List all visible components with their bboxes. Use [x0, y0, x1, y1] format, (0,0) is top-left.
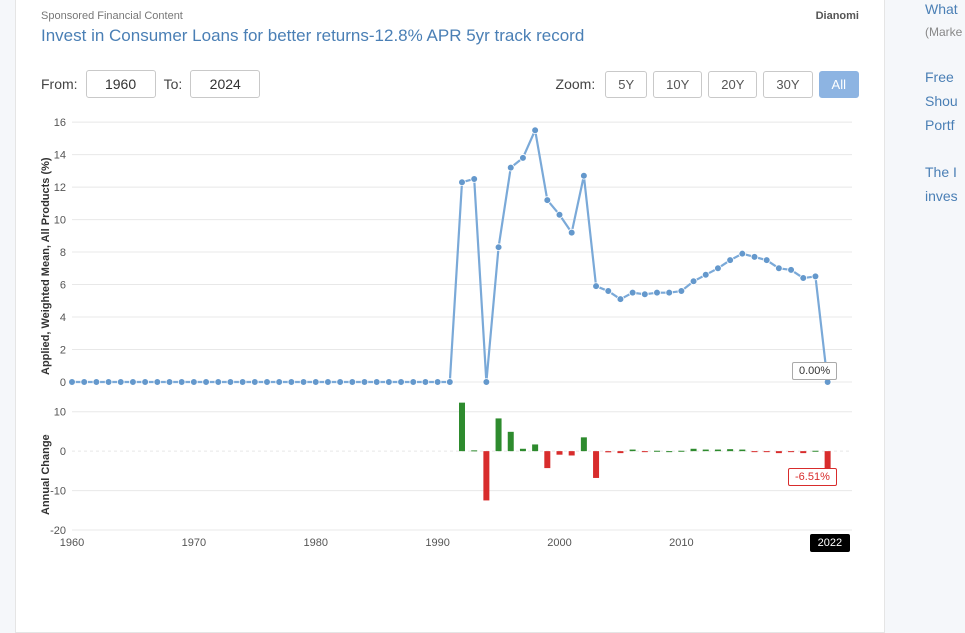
svg-text:2010: 2010	[669, 537, 693, 549]
sidebar-links: What (Marke Free Shou Portf The I inves	[925, 0, 965, 210]
line-chart-svg[interactable]: 0 2 4 6 8 10 12 14 16	[34, 110, 854, 386]
to-label: To:	[164, 76, 183, 92]
bar-chart-area: Annual Change -20 -10 0 10 1960 1970 1980 1990 2…	[34, 390, 866, 560]
to-input[interactable]	[190, 70, 260, 98]
zoom-group: Zoom: 5Y 10Y 20Y 30Y All	[556, 71, 859, 98]
svg-text:0: 0	[60, 377, 66, 386]
svg-text:2: 2	[60, 345, 66, 357]
line-chart-y-label: Applied, Weighted Mean, All Products (%)	[40, 157, 52, 375]
zoom-20y-button[interactable]: 20Y	[708, 71, 757, 98]
line-chart-area: Applied, Weighted Mean, All Products (%)…	[34, 110, 866, 386]
sidebar-link-3b[interactable]: inves	[925, 187, 965, 207]
svg-text:1970: 1970	[182, 537, 206, 549]
svg-text:1980: 1980	[304, 537, 328, 549]
svg-text:10: 10	[54, 215, 66, 227]
svg-text:10: 10	[54, 407, 66, 419]
sponsored-label: Sponsored Financial Content	[41, 10, 183, 22]
svg-text:1990: 1990	[425, 537, 449, 549]
svg-text:0: 0	[60, 446, 66, 458]
sponsored-row: Sponsored Financial Content Dianomi	[16, 0, 884, 22]
zoom-10y-button[interactable]: 10Y	[653, 71, 702, 98]
svg-text:-10: -10	[50, 486, 66, 498]
zoom-30y-button[interactable]: 30Y	[763, 71, 812, 98]
bar-chart-value-tag: -6.51%	[788, 468, 837, 486]
line-chart-value-tag: 0.00%	[792, 362, 837, 380]
bar-chart-y-label: Annual Change	[40, 434, 52, 515]
date-range-group: From: To:	[41, 70, 260, 98]
svg-text:1960: 1960	[60, 537, 84, 549]
svg-text:4: 4	[60, 312, 66, 324]
ad-headline[interactable]: Invest in Consumer Loans for better retu…	[16, 22, 884, 62]
sponsored-brand: Dianomi	[816, 10, 859, 22]
svg-text:14: 14	[54, 150, 66, 162]
bar-chart-x-current-tag: 2022	[810, 534, 850, 552]
zoom-all-button[interactable]: All	[819, 71, 859, 98]
from-label: From:	[41, 76, 78, 92]
zoom-5y-button[interactable]: 5Y	[605, 71, 647, 98]
svg-text:-20: -20	[50, 525, 66, 537]
sidebar-link-3a[interactable]: The I	[925, 163, 965, 183]
controls-row: From: To: Zoom: 5Y 10Y 20Y 30Y All	[16, 62, 884, 110]
svg-text:2000: 2000	[547, 537, 571, 549]
zoom-label: Zoom:	[556, 76, 596, 92]
sidebar-link-1[interactable]: What	[925, 0, 965, 20]
bar-chart-svg[interactable]: -20 -10 0 10 1960 1970 1980 1990 2000 2010	[34, 390, 854, 560]
svg-text:8: 8	[60, 247, 66, 259]
svg-text:16: 16	[54, 117, 66, 129]
main-panel: Sponsored Financial Content Dianomi Inve…	[15, 0, 885, 633]
svg-text:12: 12	[54, 182, 66, 194]
from-input[interactable]	[86, 70, 156, 98]
sidebar-link-1-sub: (Marke	[925, 24, 965, 41]
sidebar-link-2b[interactable]: Shou	[925, 92, 965, 112]
sidebar-link-2a[interactable]: Free	[925, 68, 965, 88]
sidebar-link-2c[interactable]: Portf	[925, 116, 965, 136]
svg-text:6: 6	[60, 280, 66, 292]
